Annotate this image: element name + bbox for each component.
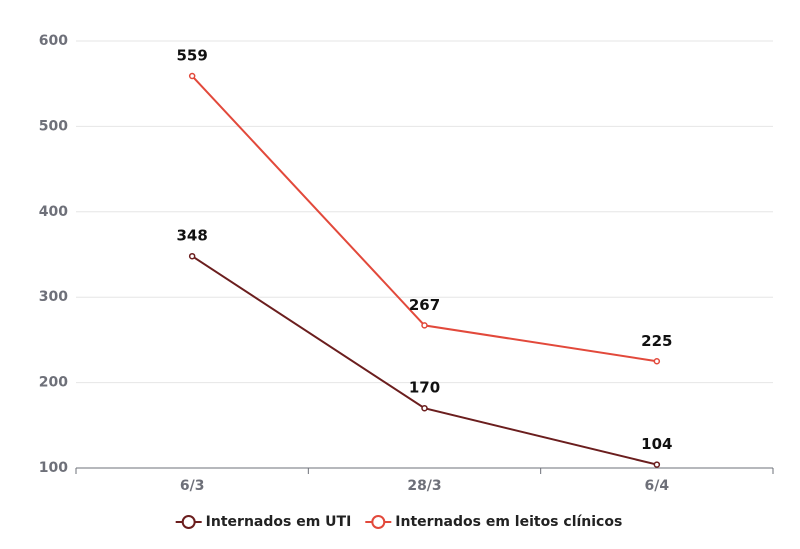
point bbox=[188, 252, 196, 260]
series-line bbox=[191, 255, 658, 466]
y-tick-label: 100 bbox=[39, 460, 68, 476]
y-tick-label: 200 bbox=[39, 375, 68, 391]
x-tick-label: 6/4 bbox=[645, 478, 670, 494]
point bbox=[653, 358, 661, 365]
x-tick-label: 6/3 bbox=[180, 478, 205, 494]
data-label: 104 bbox=[641, 435, 672, 453]
legend-marker bbox=[181, 515, 196, 529]
point bbox=[653, 461, 661, 468]
data-label: 170 bbox=[409, 379, 440, 397]
data-label: 267 bbox=[409, 296, 440, 314]
legend-label: Internados em leitos clínicos bbox=[395, 514, 622, 530]
point bbox=[421, 404, 428, 412]
legend-marker bbox=[371, 515, 386, 529]
legend-label: Internados em UTI bbox=[206, 514, 352, 530]
point bbox=[421, 322, 428, 329]
y-tick-label: 400 bbox=[39, 204, 68, 220]
y-tick-label: 500 bbox=[39, 118, 68, 134]
x-tick-label: 28/3 bbox=[407, 478, 441, 494]
data-label: 225 bbox=[641, 332, 672, 350]
y-tick-label: 600 bbox=[39, 33, 68, 49]
point bbox=[188, 72, 196, 80]
data-label: 559 bbox=[177, 47, 208, 65]
y-tick-label: 300 bbox=[39, 289, 68, 305]
series-line bbox=[191, 75, 657, 363]
data-label: 348 bbox=[177, 227, 208, 245]
